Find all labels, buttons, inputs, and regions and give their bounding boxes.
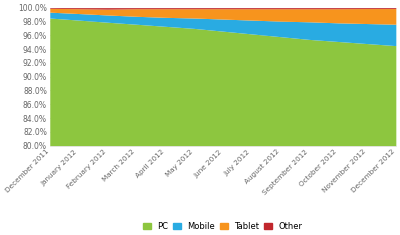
Legend: PC, Mobile, Tablet, Other: PC, Mobile, Tablet, Other bbox=[143, 222, 302, 231]
